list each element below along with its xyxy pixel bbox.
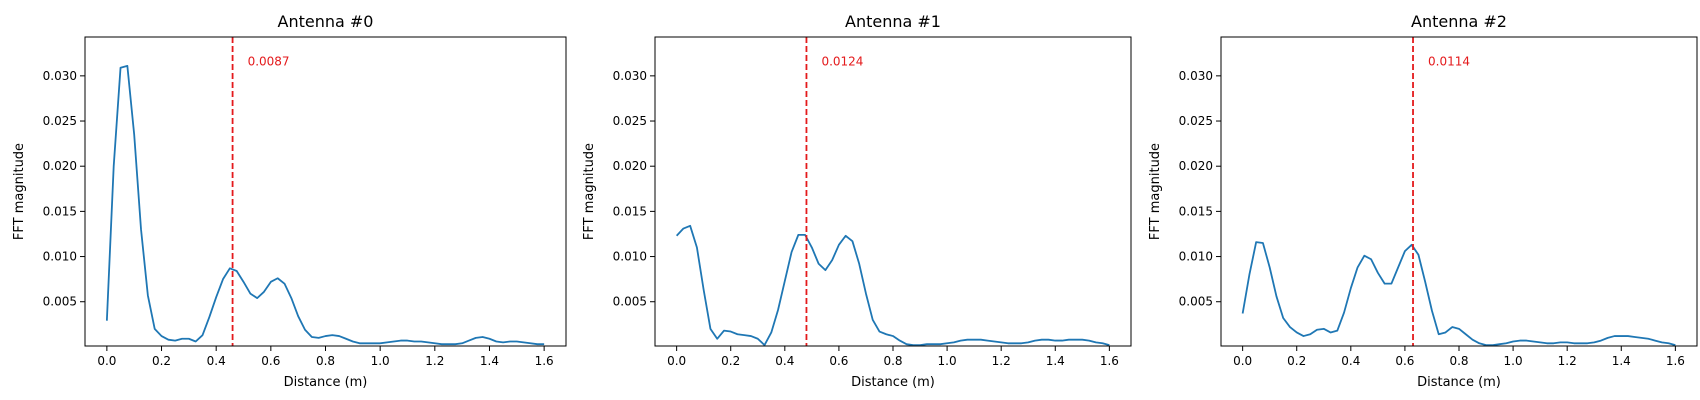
chart-2-xtick-label-2: 0.4 <box>1341 354 1360 368</box>
chart-2-ytick-label-2: 0.015 <box>1179 204 1213 218</box>
chart-2-marker-label: 0.0114 <box>1428 54 1470 68</box>
chart-1-xtick-label-6: 1.2 <box>992 354 1011 368</box>
chart-2-ytick-label-1: 0.010 <box>1179 250 1213 264</box>
chart-0-xtick-label-4: 0.8 <box>316 354 335 368</box>
chart-1-ytick-label-4: 0.025 <box>613 114 647 128</box>
chart-0-ytick-label-2: 0.015 <box>43 204 77 218</box>
chart-1-ytick-label-0: 0.005 <box>613 295 647 309</box>
chart-0-xtick-label-3: 0.6 <box>261 354 280 368</box>
chart-2-xtick-label-4: 0.8 <box>1449 354 1468 368</box>
chart-1-xtick-label-1: 0.2 <box>721 354 740 368</box>
chart-2-xlabel: Distance (m) <box>1417 375 1501 390</box>
chart-2: Antenna #2 0.0114 0.0 0.2 0.4 0.6 0.8 1.0 1.2 1.4… <box>1148 12 1698 390</box>
chart-1-ylabel: FFT magnitude <box>582 143 597 240</box>
chart-2-ytick-label-5: 0.030 <box>1179 69 1213 83</box>
chart-0-xtick-label-5: 1.0 <box>371 354 390 368</box>
chart-0-marker-label: 0.0087 <box>248 54 290 68</box>
chart-0-xtick-label-0: 0.0 <box>97 354 116 368</box>
chart-0-xtick-label-2: 0.4 <box>207 354 226 368</box>
chart-1-ytick-label-1: 0.010 <box>613 250 647 264</box>
chart-1-xlabel: Distance (m) <box>851 375 935 390</box>
chart-0-xlabel: Distance (m) <box>284 375 368 390</box>
chart-0-xtick-label-7: 1.4 <box>480 354 499 368</box>
chart-2-xtick-label-0: 0.0 <box>1233 354 1252 368</box>
chart-1-series-line-0 <box>675 224 1110 346</box>
chart-2-ytick-label-3: 0.020 <box>1179 159 1213 173</box>
chart-2-xtick-label-1: 0.2 <box>1287 354 1306 368</box>
chart-0-ytick-label-1: 0.010 <box>43 250 77 264</box>
chart-2-title: Antenna #2 <box>1411 12 1507 31</box>
chart-1-xtick-label-7: 1.4 <box>1046 354 1065 368</box>
chart-0-title: Antenna #0 <box>278 12 374 31</box>
chart-1: Antenna #1 0.0124 0.0 0.2 0.4 0.6 0.8 1.0 1.2 1.4… <box>582 12 1132 390</box>
chart-2-ylabel: FFT magnitude <box>1148 143 1163 240</box>
chart-1-title: Antenna #1 <box>845 12 941 31</box>
chart-0-ytick-label-0: 0.005 <box>43 295 77 309</box>
chart-1-ytick-label-5: 0.030 <box>613 69 647 83</box>
chart-0-ytick-label-4: 0.025 <box>43 114 77 128</box>
chart-2-xtick-label-7: 1.4 <box>1612 354 1631 368</box>
chart-2-axes-frame <box>1220 36 1698 347</box>
chart-0-axes-frame <box>84 36 567 347</box>
chart-1-marker-label: 0.0124 <box>821 54 863 68</box>
chart-1-xtick-label-8: 1.6 <box>1100 354 1119 368</box>
chart-2-xtick-label-5: 1.0 <box>1504 354 1523 368</box>
chart-1-xtick-label-3: 0.6 <box>829 354 848 368</box>
chart-1-xtick-label-4: 0.8 <box>883 354 902 368</box>
chart-0-xtick-label-6: 1.2 <box>425 354 444 368</box>
chart-2-xtick-label-8: 1.6 <box>1666 354 1685 368</box>
chart-0-xtick-label-8: 1.6 <box>535 354 554 368</box>
chart-2-ytick-label-4: 0.025 <box>1179 114 1213 128</box>
chart-1-ytick-label-3: 0.020 <box>613 159 647 173</box>
chart-1-xtick-label-5: 1.0 <box>938 354 957 368</box>
chart-1-ytick-label-2: 0.015 <box>613 204 647 218</box>
chart-2-ytick-label-0: 0.005 <box>1179 295 1213 309</box>
chart-0: Antenna #0 0.0087 0.0 0.2 0.4 0.6 0.8 1.0 1.2 1.4… <box>12 12 567 390</box>
chart-2-xtick-label-3: 0.6 <box>1395 354 1414 368</box>
chart-0-ytick-label-5: 0.030 <box>43 69 77 83</box>
chart-1-axes-frame <box>654 36 1132 347</box>
chart-0-ytick-label-3: 0.020 <box>43 159 77 173</box>
chart-2-xtick-label-6: 1.2 <box>1558 354 1577 368</box>
chart-0-xtick-label-1: 0.2 <box>152 354 171 368</box>
chart-1-xtick-label-0: 0.0 <box>667 354 686 368</box>
chart-2-series-line-0 <box>1241 241 1676 346</box>
chart-0-series-line-0 <box>105 65 545 346</box>
chart-0-ylabel: FFT magnitude <box>12 143 27 240</box>
chart-1-xtick-label-2: 0.4 <box>775 354 794 368</box>
